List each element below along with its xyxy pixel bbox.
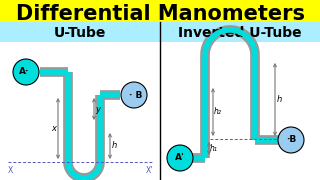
Text: Differential Manometers: Differential Manometers [15,4,305,24]
Text: h₂: h₂ [214,107,222,116]
Text: h: h [277,95,282,104]
Text: · B: · B [129,91,143,100]
Text: h: h [112,141,117,150]
Text: h₁: h₁ [210,144,218,153]
FancyBboxPatch shape [0,42,160,180]
Text: A': A' [175,154,185,163]
Text: ·B: ·B [286,136,296,145]
FancyBboxPatch shape [0,0,320,22]
Text: X': X' [146,166,153,175]
Circle shape [13,59,39,85]
Text: y: y [95,105,100,114]
Circle shape [278,127,304,153]
Text: X: X [8,166,13,175]
Text: x: x [51,124,56,133]
Text: A·: A· [19,68,29,76]
FancyBboxPatch shape [0,22,320,42]
Text: U-Tube: U-Tube [54,26,106,40]
Circle shape [121,82,147,108]
Circle shape [167,145,193,171]
Text: Inverted U-Tube: Inverted U-Tube [178,26,302,40]
FancyBboxPatch shape [160,42,320,180]
